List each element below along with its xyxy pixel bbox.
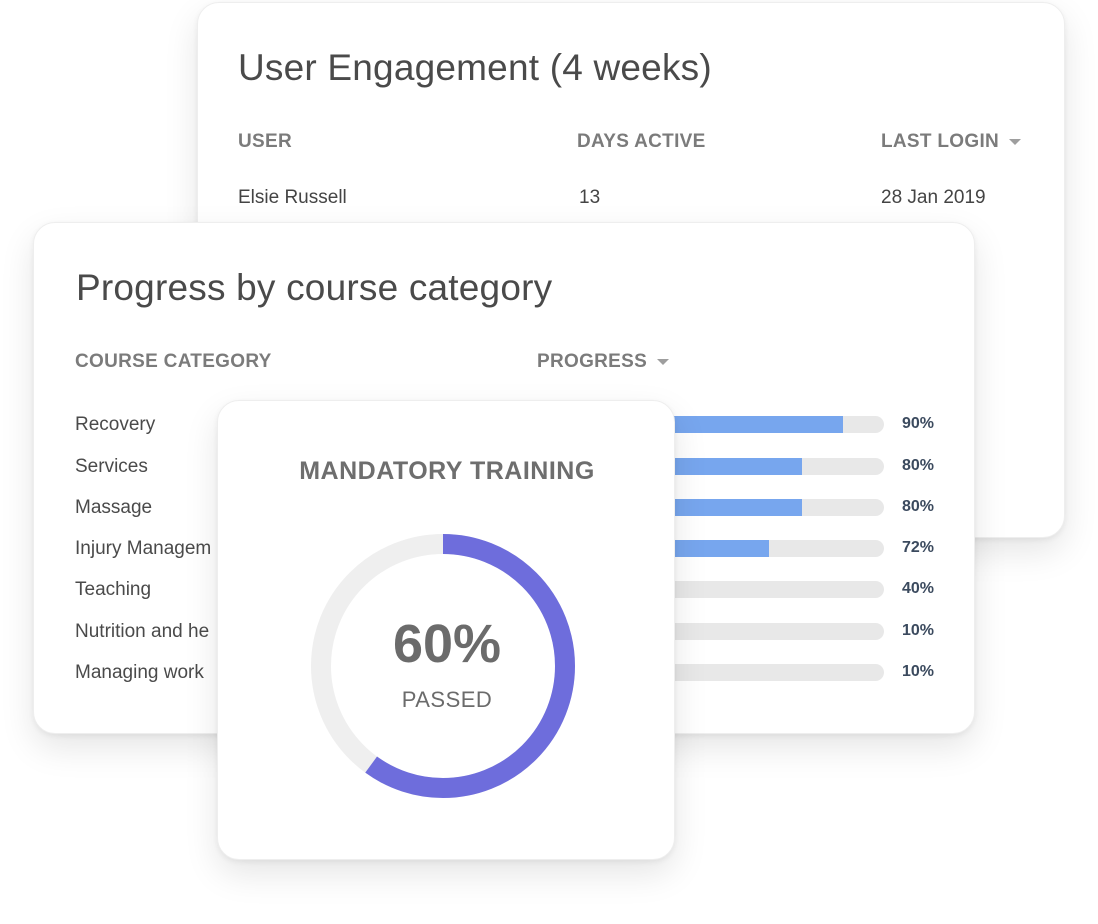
user-name: Elsie Russell (238, 187, 347, 208)
column-header-course-category[interactable]: COURSE CATEGORY (75, 351, 272, 372)
category-label: Massage (75, 497, 153, 518)
progress-title: Progress by course category (76, 267, 553, 308)
category-label: Teaching (75, 579, 152, 600)
last-login-value: 28 Jan 2019 (881, 187, 986, 208)
category-label: Services (75, 456, 148, 477)
column-header-progress-label: PROGRESS (537, 351, 648, 372)
progress-percent: 10% (902, 663, 935, 680)
progress-percent: 80% (902, 457, 935, 474)
engagement-title: User Engagement (4 weeks) (238, 47, 712, 88)
mandatory-training-title: MANDATORY TRAINING (299, 457, 595, 485)
mandatory-training-card: MANDATORY TRAINING 60% PASSED (217, 400, 675, 860)
category-label: Managing work (75, 662, 204, 683)
column-header-days-active[interactable]: DAYS ACTIVE (577, 131, 706, 152)
category-label: Nutrition and he (75, 621, 210, 642)
passed-donut-chart (311, 534, 575, 798)
table-row[interactable]: Elsie Russell 13 28 Jan 2019 (198, 187, 1064, 217)
column-header-user[interactable]: USER (238, 131, 292, 152)
column-header-last-login-label: LAST LOGIN (881, 131, 1000, 152)
category-label: Injury Managem (75, 538, 212, 559)
column-header-last-login[interactable]: LAST LOGIN (881, 131, 1022, 153)
donut-progress-arc (311, 534, 575, 798)
column-header-progress[interactable]: PROGRESS (537, 351, 670, 373)
progress-percent: 40% (902, 580, 935, 597)
sort-down-icon (1009, 138, 1022, 145)
sort-down-icon (657, 358, 670, 365)
category-label: Recovery (75, 414, 156, 435)
passed-label: PASSED (401, 687, 493, 712)
passed-percent: 60% (392, 614, 502, 674)
days-active-value: 13 (579, 187, 601, 208)
progress-percent: 72% (902, 539, 935, 556)
progress-percent: 10% (902, 622, 935, 639)
progress-percent: 80% (902, 498, 935, 515)
progress-percent: 90% (902, 415, 935, 432)
